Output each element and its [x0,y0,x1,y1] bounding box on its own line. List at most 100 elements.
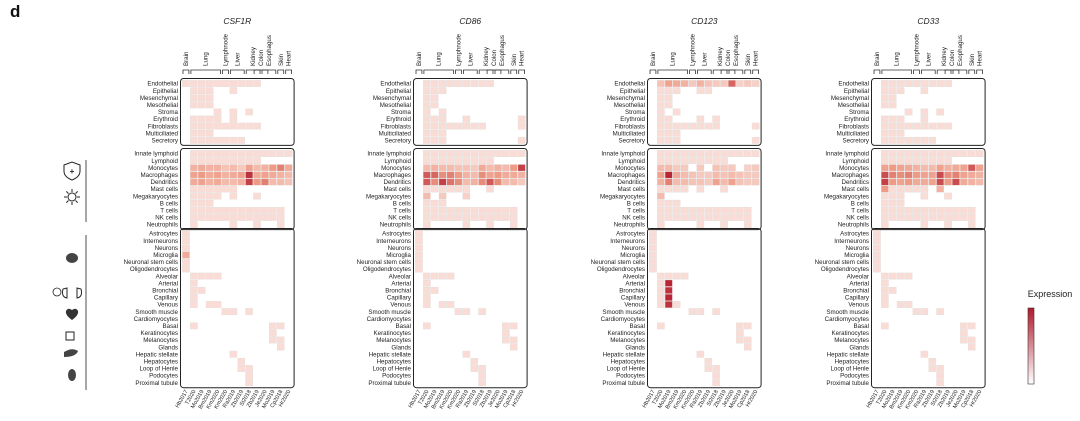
tissue-label: Kidney [717,46,724,66]
heatmap-cell [486,150,494,157]
heatmap-cell [696,157,705,165]
heatmap-cell [920,87,929,95]
heatmap-cell [438,301,447,308]
heatmap-cell [470,171,479,179]
tissue-bracket [423,69,454,74]
row-label: Venous [848,302,869,309]
heatmap-cell [213,171,222,179]
heatmap-cell [229,206,238,214]
heatmap-cell [454,171,463,179]
heatmap-cell [430,157,439,165]
heatmap-cell [928,122,937,130]
heatmap-cell [415,251,423,259]
heatmap-cell [245,171,253,179]
tissue-bracket [455,69,462,74]
heatmap-cell [712,80,720,87]
heatmap-cell [928,214,937,221]
heatmap-cell [446,178,455,186]
heatmap-cell [696,206,705,214]
heatmap-cell [205,171,214,179]
row-label: Dendritics [841,179,869,186]
heatmap-cell [881,214,889,221]
tissue-bracket [728,69,744,74]
heatmap-cell [672,108,681,116]
heatmap-cell [253,214,261,221]
heatmap-cell [253,192,261,200]
row-label: Smooth muscle [826,309,869,316]
row-label: Mesenchymal [140,95,178,102]
heatmap-cell [197,164,206,172]
heatmap-cell [423,171,431,179]
row-label: Proximal tubule [135,380,178,387]
tissue-bracket [518,69,525,74]
heatmap-cell [213,80,222,87]
row-label: Lymphoid [842,158,869,165]
heatmap-cell [920,122,929,130]
heatmap-cell [912,185,921,193]
heatmap-cell [261,214,269,221]
heatmap-cell [245,214,253,221]
row-label: Hepatic stellate [136,351,179,358]
heatmap-cell [649,265,657,273]
heatmap-cell [245,108,253,116]
legend-colorbar [1027,307,1035,385]
heatmap-cell [743,150,752,157]
heatmap-cell [952,164,960,172]
gene-title: CD123 [691,16,718,26]
row-label: Epithelial [153,88,178,95]
heatmap-cell [743,206,752,214]
heatmap-cell [920,308,929,316]
heatmap-cell [657,301,665,308]
heatmap-cell [478,206,486,214]
heatmap-cell [743,221,752,228]
row-label: Stroma [158,109,179,116]
heatmap-cell [736,322,744,330]
heatmap-cell [446,157,455,165]
heatmap-cell [936,171,944,179]
heatmap-cell [509,171,518,179]
heatmap-cell [720,214,728,221]
heatmap-cell [253,150,261,157]
heatmap-cell [494,164,502,172]
heatmap-cell [928,136,937,144]
tissue-label: Skin [969,53,976,66]
heatmap-cell [190,192,198,200]
row-label: Mesothelial [380,102,411,109]
heatmap-cell [920,185,929,193]
heatmap-cell [664,129,673,137]
row-label: Secretory [619,138,646,145]
heatmap-cell [881,178,889,186]
heatmap-cell [237,214,246,221]
heatmap-cell [873,230,881,237]
heatmap-cell [438,272,447,280]
heatmap-cell [664,206,673,214]
heatmap-cell [657,199,665,207]
heatmap-cell [952,214,960,221]
heatmap-cell [197,94,206,102]
skin-icon [65,331,75,341]
tissue-label: Brain [874,51,881,66]
heatmap-cell [221,122,230,130]
heatmap-cell [197,199,206,207]
heatmap-cell [494,150,502,157]
row-label: Microglia [620,252,645,259]
tissue-bracket [182,69,190,74]
row-label: Macrophages [374,172,412,179]
heatmap-cell [649,244,657,252]
row-label: Keratinocytes [608,330,646,337]
heatmap-cell [509,214,518,221]
heatmap-cell [657,115,665,123]
heatmap-cell [494,206,502,214]
heatmap-cell [261,178,269,186]
heatmap-cell [229,185,238,193]
heatmap-cell [873,244,881,252]
heatmap-cell [237,206,246,214]
heatmap-cell [657,272,665,280]
alveoli-icon [52,287,62,297]
row-label: Mesenchymal [607,95,645,102]
row-label: Endothelial [147,81,178,88]
row-group-frame [647,78,762,146]
heatmap-cell [454,214,463,221]
row-label: Capillary [154,295,179,302]
heatmap-cell [881,185,889,193]
